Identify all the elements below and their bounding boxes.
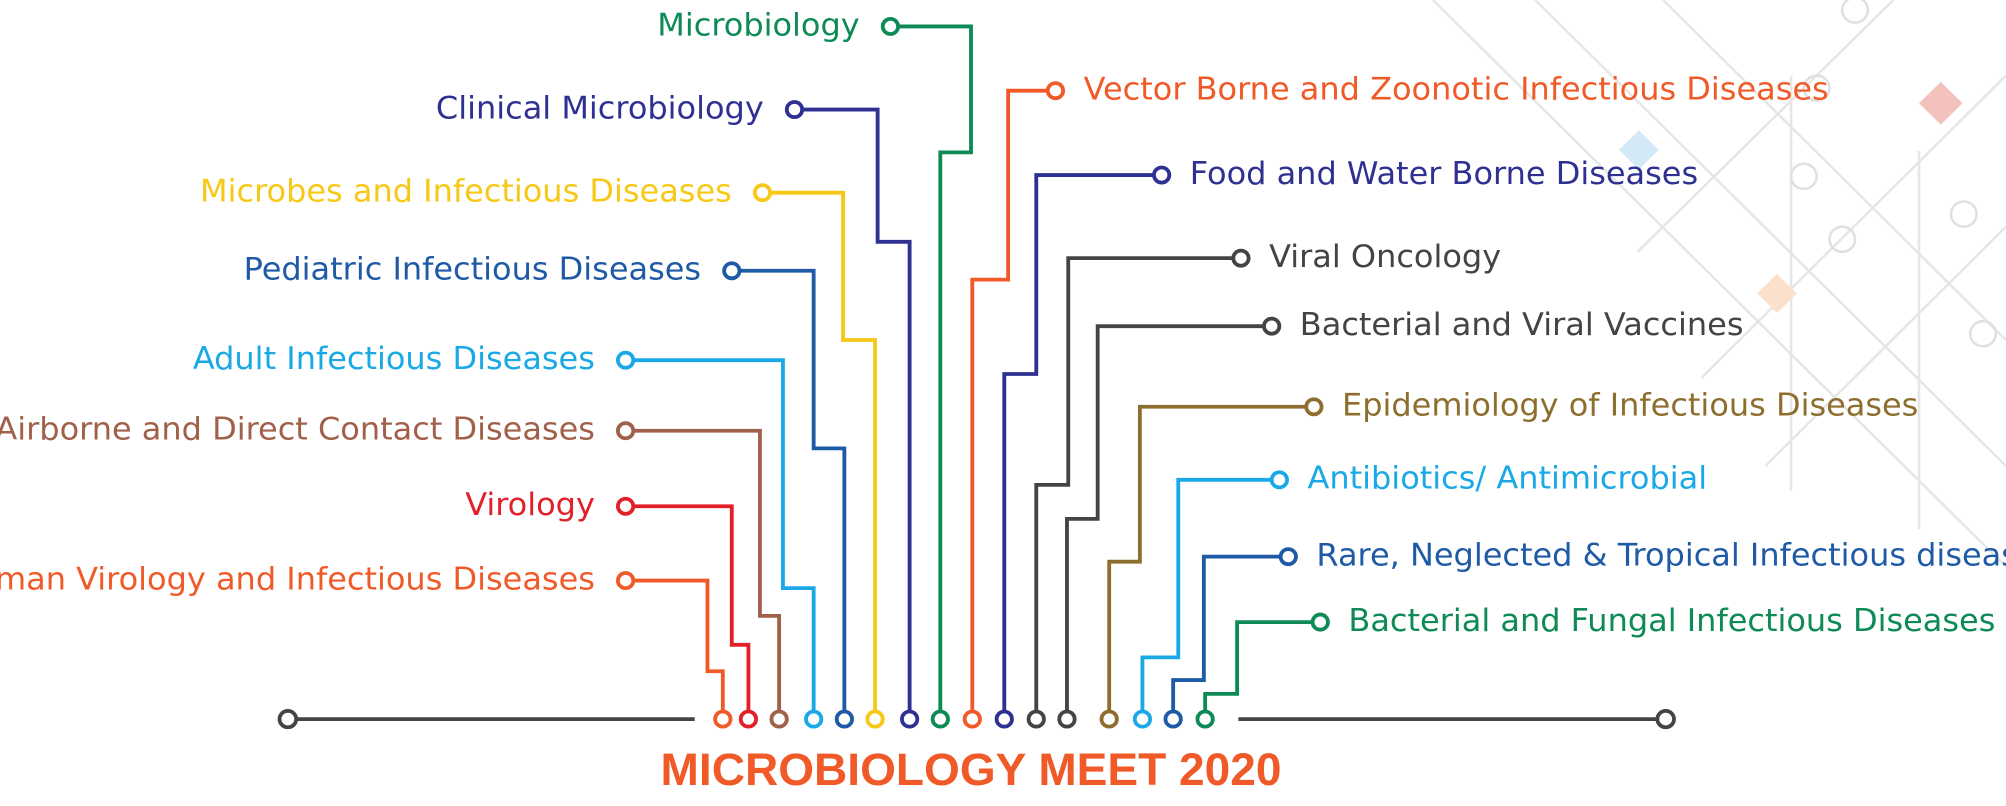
connector <box>972 91 1055 712</box>
base-node <box>997 712 1012 727</box>
connector <box>626 506 749 711</box>
node <box>618 353 633 368</box>
base-node <box>1197 712 1212 727</box>
topic-label: Human Virology and Infectious Diseases <box>0 562 595 598</box>
title: MICROBIOLOGY MEET 2020 <box>661 745 1282 796</box>
base-node <box>902 712 917 727</box>
base-node <box>1165 712 1180 727</box>
base-node <box>771 712 786 727</box>
node <box>787 102 802 117</box>
diagram: MICROBIOLOGY MEET 2020 Human Virology an… <box>0 0 2006 806</box>
topic-label: Food and Water Borne Diseases <box>1190 156 1698 192</box>
node <box>618 573 633 588</box>
base-node <box>741 712 756 727</box>
base-end <box>1657 711 1674 727</box>
base-node <box>1102 712 1117 727</box>
connector <box>1067 326 1272 711</box>
base-node <box>867 712 882 727</box>
topic-label: Viral Oncology <box>1269 239 1501 275</box>
node <box>883 19 898 34</box>
page: MICROBIOLOGY MEET 2020 Human Virology an… <box>0 0 2006 806</box>
topic-label: Virology <box>465 487 595 523</box>
topic-label: Clinical Microbiology <box>436 91 764 127</box>
connector <box>1173 557 1288 712</box>
topic-label: Vector Borne and Zoonotic Infectious Dis… <box>1084 72 1829 108</box>
base-node <box>965 712 980 727</box>
node <box>618 499 633 514</box>
base-end <box>280 711 297 727</box>
base-node <box>1059 712 1074 727</box>
topic-label: Microbiology <box>657 8 859 44</box>
topic-label: Adult Infectious Diseases <box>193 341 595 377</box>
connector <box>626 581 723 712</box>
node <box>1313 615 1328 630</box>
connector <box>1142 480 1279 712</box>
node <box>1272 472 1287 487</box>
connector <box>890 26 971 711</box>
topic-label: Antibiotics/ Antimicrobial <box>1307 461 1707 497</box>
topic-label: Rare, Neglected & Tropical Infectious di… <box>1316 538 2006 574</box>
topic-label: Microbes and Infectious Diseases <box>200 174 732 210</box>
topic-label: Pediatric Infectious Diseases <box>244 252 701 288</box>
topic-label: Epidemiology of Infectious Diseases <box>1342 388 1918 424</box>
node <box>1306 399 1321 414</box>
node <box>1233 251 1248 266</box>
topic-label: Bacterial and Viral Vaccines <box>1300 307 1744 343</box>
connector <box>1205 622 1320 711</box>
node <box>1154 167 1169 182</box>
topic-label: Airborne and Direct Contact Diseases <box>0 412 595 448</box>
node <box>1264 319 1279 334</box>
connector <box>626 360 814 711</box>
node <box>724 263 739 278</box>
node <box>1048 83 1063 98</box>
node <box>755 185 770 200</box>
connector <box>626 431 780 712</box>
base-node <box>1029 712 1044 727</box>
node <box>1281 549 1296 564</box>
base-node <box>1135 712 1150 727</box>
topic-label: Bacterial and Fungal Infectious Diseases <box>1348 603 1995 639</box>
base-node <box>715 712 730 727</box>
base-node <box>837 712 852 727</box>
base-node <box>933 712 948 727</box>
node <box>618 423 633 438</box>
base-node <box>806 712 821 727</box>
